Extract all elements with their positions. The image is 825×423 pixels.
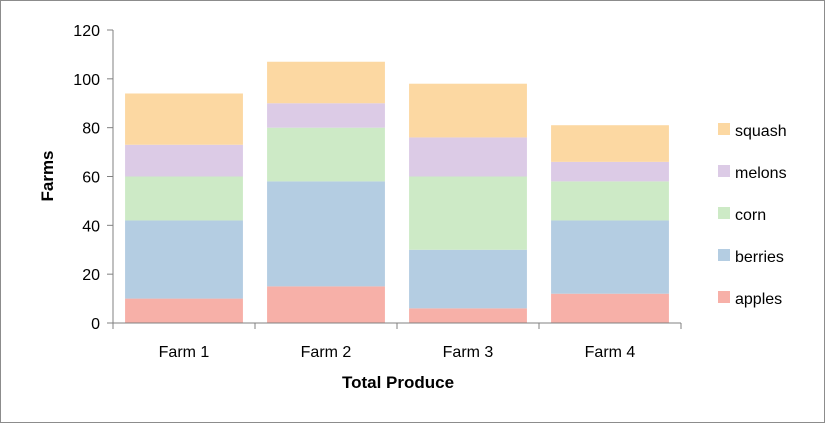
y-tick-label: 60 bbox=[82, 170, 100, 187]
bar-segment-apples bbox=[267, 286, 385, 323]
bar-segment-melons bbox=[125, 144, 243, 177]
legend: squash melons corn berries apples bbox=[718, 123, 787, 308]
y-tick-label: 0 bbox=[91, 316, 100, 333]
legend-swatch-corn bbox=[718, 207, 730, 219]
legend-swatch-melons bbox=[718, 165, 730, 177]
y-tick-label: 20 bbox=[82, 267, 100, 284]
bar-segment-melons bbox=[551, 161, 669, 182]
bar-segment-corn bbox=[551, 181, 669, 221]
legend-label-squash: squash bbox=[735, 123, 787, 140]
bar-segment-apples bbox=[551, 293, 669, 323]
bar-segment-squash bbox=[409, 83, 527, 138]
bars bbox=[125, 61, 669, 323]
bar-segment-apples bbox=[125, 298, 243, 323]
bar-segment-corn bbox=[267, 127, 385, 182]
bar-segment-melons bbox=[409, 137, 527, 177]
bar-segment-squash bbox=[267, 61, 385, 104]
x-axis-title: Total Produce bbox=[342, 373, 454, 392]
y-tick-label: 100 bbox=[73, 72, 100, 89]
bar-segment-berries bbox=[267, 181, 385, 287]
legend-label-apples: apples bbox=[735, 291, 782, 308]
y-axis: 0 20 40 60 80 100 120 bbox=[73, 23, 114, 333]
x-tick-label: Farm 1 bbox=[159, 344, 210, 361]
x-tick-label: Farm 3 bbox=[443, 344, 494, 361]
bar-segment-berries bbox=[125, 220, 243, 299]
bar-segment-berries bbox=[409, 249, 527, 309]
legend-label-melons: melons bbox=[735, 165, 787, 182]
y-axis-title: Farms bbox=[38, 150, 57, 201]
bar-segment-apples bbox=[409, 308, 527, 323]
x-tick-label: Farm 4 bbox=[585, 344, 636, 361]
legend-swatch-squash bbox=[718, 123, 730, 135]
legend-swatch-apples bbox=[718, 291, 730, 303]
x-tick-label: Farm 2 bbox=[301, 344, 352, 361]
bar-segment-squash bbox=[551, 125, 669, 162]
legend-swatch-berries bbox=[718, 249, 730, 261]
bar-segment-corn bbox=[125, 176, 243, 221]
legend-label-corn: corn bbox=[735, 207, 766, 224]
y-tick-label: 120 bbox=[73, 23, 100, 40]
bar-segment-squash bbox=[125, 93, 243, 145]
bar-segment-berries bbox=[551, 220, 669, 294]
bar-segment-corn bbox=[409, 176, 527, 250]
x-axis: Farm 1 Farm 2 Farm 3 Farm 4 bbox=[112, 322, 682, 361]
y-tick-label: 40 bbox=[82, 218, 100, 235]
legend-label-berries: berries bbox=[735, 249, 784, 266]
bar-segment-melons bbox=[267, 103, 385, 128]
y-tick-label: 80 bbox=[82, 121, 100, 138]
